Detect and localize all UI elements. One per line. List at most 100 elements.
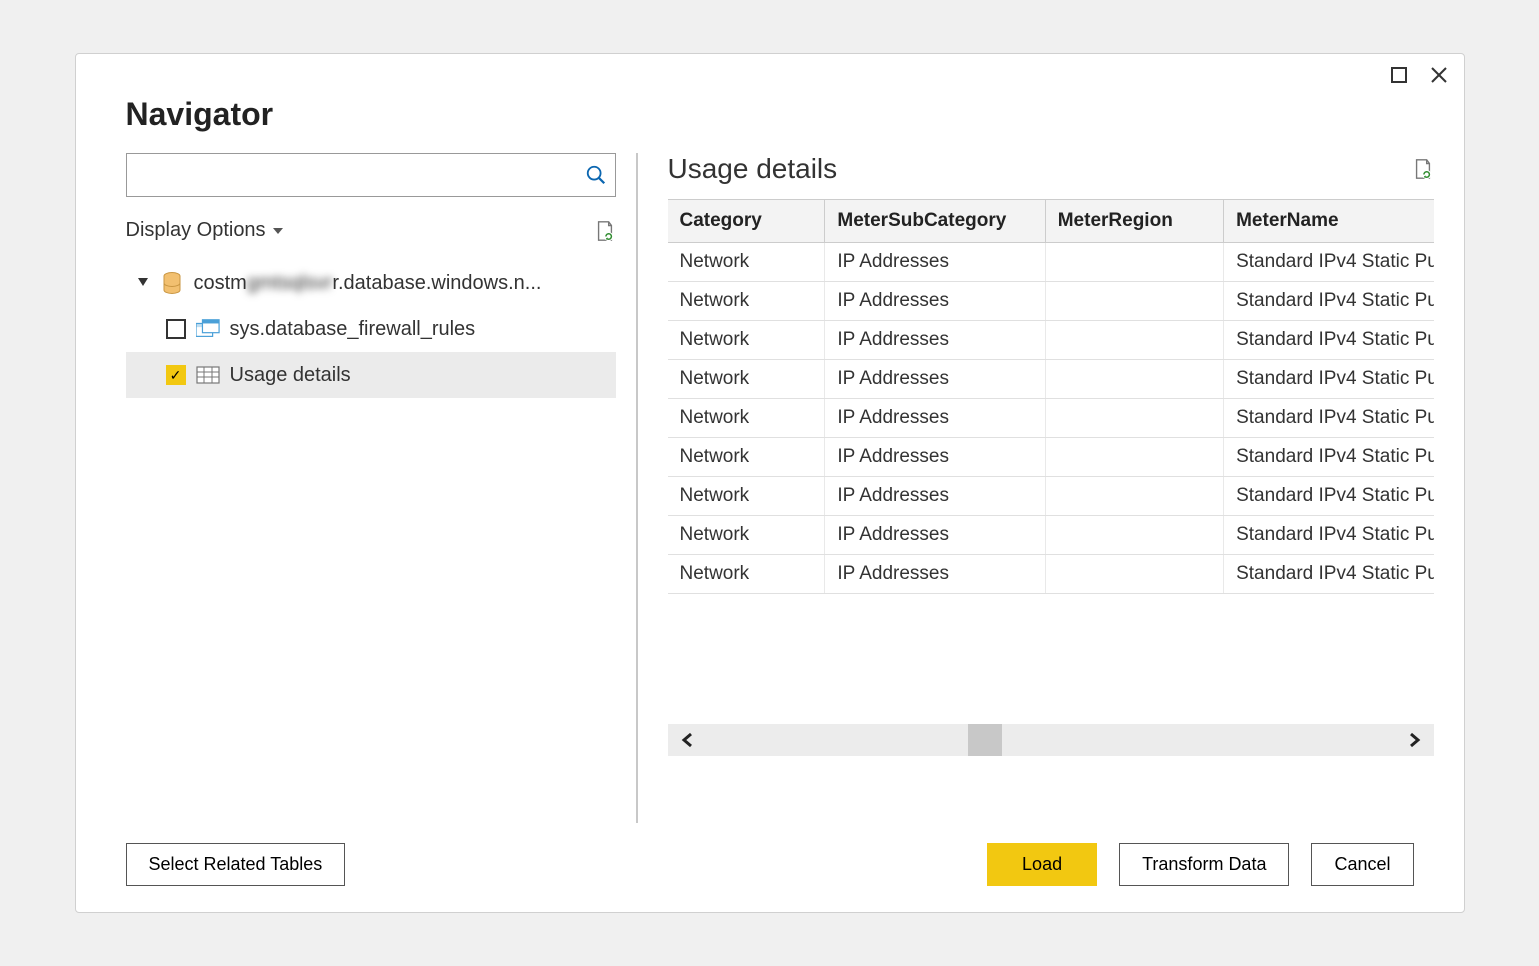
refresh-icon [1412, 158, 1434, 180]
table-cell [1045, 360, 1223, 399]
column-header[interactable]: Category [668, 200, 825, 243]
tree-refresh-button[interactable] [594, 220, 616, 242]
column-header[interactable]: MeterRegion [1045, 200, 1223, 243]
horizontal-scrollbar[interactable] [668, 724, 1434, 756]
table-cell: IP Addresses [825, 477, 1045, 516]
table-row[interactable]: NetworkIP Addresses Standard IPv4 Static … [668, 399, 1434, 438]
table-header-row: CategoryMeterSubCategoryMeterRegionMeter… [668, 200, 1434, 243]
scroll-thumb[interactable] [968, 724, 1002, 756]
left-pane: Display Options costmgmtsqlsvrr.da [126, 153, 636, 823]
table-cell [1045, 282, 1223, 321]
table-cell: Standard IPv4 Static Pu [1224, 360, 1434, 399]
close-button[interactable] [1428, 64, 1450, 86]
table-row[interactable]: NetworkIP AddressesStandard IPv4 Static … [668, 243, 1434, 282]
tree-root-database[interactable]: costmgmtsqlsvrr.database.windows.n... [126, 260, 616, 306]
maximize-button[interactable] [1388, 64, 1410, 86]
table-cell: Standard IPv4 Static Pu [1224, 321, 1434, 360]
table-cell: IP Addresses [825, 438, 1045, 477]
table-cell [1045, 516, 1223, 555]
titlebar [76, 54, 1464, 86]
table-cell [1045, 555, 1223, 594]
table-body: NetworkIP AddressesStandard IPv4 Static … [668, 243, 1434, 594]
table-cell [1045, 321, 1223, 360]
display-options-dropdown[interactable]: Display Options [126, 219, 284, 242]
table-cell: Network [668, 399, 825, 438]
table-cell: Network [668, 438, 825, 477]
table-cell: IP Addresses [825, 360, 1045, 399]
tree-children: sys.database_firewall_rules ✓ Usage detail… [126, 306, 616, 398]
display-options-row: Display Options [126, 219, 616, 242]
table-cell: IP Addresses [825, 516, 1045, 555]
tree-item-usage-details[interactable]: ✓ Usage details [126, 352, 616, 398]
scroll-right-button[interactable] [1394, 732, 1434, 748]
table-cell [1045, 438, 1223, 477]
preview-table-wrap: CategoryMeterSubCategoryMeterRegionMeter… [668, 199, 1434, 594]
table-cell: Standard IPv4 Static Pu [1224, 555, 1434, 594]
table-row[interactable]: NetworkIP Addresses Standard IPv4 Static … [668, 555, 1434, 594]
preview-title: Usage details [668, 153, 838, 185]
table-cell: Standard IPv4 Static Pu [1224, 477, 1434, 516]
table-cell: Network [668, 243, 825, 282]
tree-item-sys-database-firewall-rules[interactable]: sys.database_firewall_rules [126, 306, 616, 352]
close-icon [1430, 66, 1448, 84]
table-icon [196, 365, 220, 385]
chevron-left-icon [680, 732, 696, 748]
search-icon [585, 164, 607, 186]
preview-table: CategoryMeterSubCategoryMeterRegionMeter… [668, 200, 1434, 594]
view-icon [196, 319, 220, 339]
table-row[interactable]: NetworkIP AddressesStandard IPv4 Static … [668, 516, 1434, 555]
column-header[interactable]: MeterSubCategory [825, 200, 1045, 243]
tree-item-checkbox[interactable] [166, 319, 186, 339]
table-row[interactable]: NetworkIP Addresses Standard IPv4 Static … [668, 282, 1434, 321]
database-icon [160, 273, 184, 293]
search-input[interactable] [127, 154, 577, 196]
select-related-tables-button[interactable]: Select Related Tables [126, 843, 346, 886]
cancel-button[interactable]: Cancel [1311, 843, 1413, 886]
scroll-track[interactable] [708, 724, 1394, 756]
table-cell: Network [668, 477, 825, 516]
right-pane: Usage details CategoryMeterSubCategoryMe… [638, 153, 1434, 823]
table-row[interactable]: NetworkIP Addresses Standard IPv4 Static … [668, 360, 1434, 399]
table-cell: Standard IPv4 Static Pu [1224, 399, 1434, 438]
nav-tree: costmgmtsqlsvrr.database.windows.n... sy… [126, 260, 616, 398]
table-cell [1045, 243, 1223, 282]
tree-item-checkbox[interactable]: ✓ [166, 365, 186, 385]
transform-data-button[interactable]: Transform Data [1119, 843, 1289, 886]
load-button[interactable]: Load [987, 843, 1097, 886]
dialog-content: Display Options costmgmtsqlsvrr.da [76, 153, 1464, 823]
collapse-icon[interactable] [136, 278, 150, 288]
table-row[interactable]: NetworkIP Addresses Standard IPv4 Static … [668, 477, 1434, 516]
search-button[interactable] [577, 154, 615, 196]
table-cell [1045, 477, 1223, 516]
table-cell: Standard IPv4 Static Pu [1224, 282, 1434, 321]
table-cell: IP Addresses [825, 243, 1045, 282]
table-cell: IP Addresses [825, 282, 1045, 321]
table-cell: Network [668, 282, 825, 321]
table-cell: Network [668, 555, 825, 594]
scroll-left-button[interactable] [668, 732, 708, 748]
chevron-down-icon [272, 225, 284, 237]
preview-header: Usage details [668, 153, 1434, 185]
table-row[interactable]: NetworkIP AddressesStandard IPv4 Static … [668, 438, 1434, 477]
column-header[interactable]: MeterName [1224, 200, 1434, 243]
navigator-dialog: Navigator Display Options [75, 53, 1465, 913]
preview-refresh-button[interactable] [1412, 158, 1434, 180]
dialog-title: Navigator [126, 96, 1414, 133]
display-options-label: Display Options [126, 219, 266, 242]
table-cell: IP Addresses [825, 321, 1045, 360]
dialog-footer: Select Related Tables Load Transform Dat… [76, 823, 1464, 912]
table-cell: Standard IPv4 Static Pu [1224, 516, 1434, 555]
table-row[interactable]: NetworkIP Addresses Standard IPv4 Static … [668, 321, 1434, 360]
refresh-icon [594, 220, 616, 242]
tree-item-label: sys.database_firewall_rules [230, 318, 476, 341]
table-cell: IP Addresses [825, 555, 1045, 594]
dialog-header: Navigator [76, 86, 1464, 153]
search-box [126, 153, 616, 197]
table-cell: IP Addresses [825, 399, 1045, 438]
tree-item-label: Usage details [230, 364, 351, 387]
maximize-icon [1390, 66, 1408, 84]
tree-root-label: costmgmtsqlsvrr.database.windows.n... [194, 272, 542, 295]
table-cell [1045, 399, 1223, 438]
table-cell: Network [668, 321, 825, 360]
table-cell: Network [668, 360, 825, 399]
